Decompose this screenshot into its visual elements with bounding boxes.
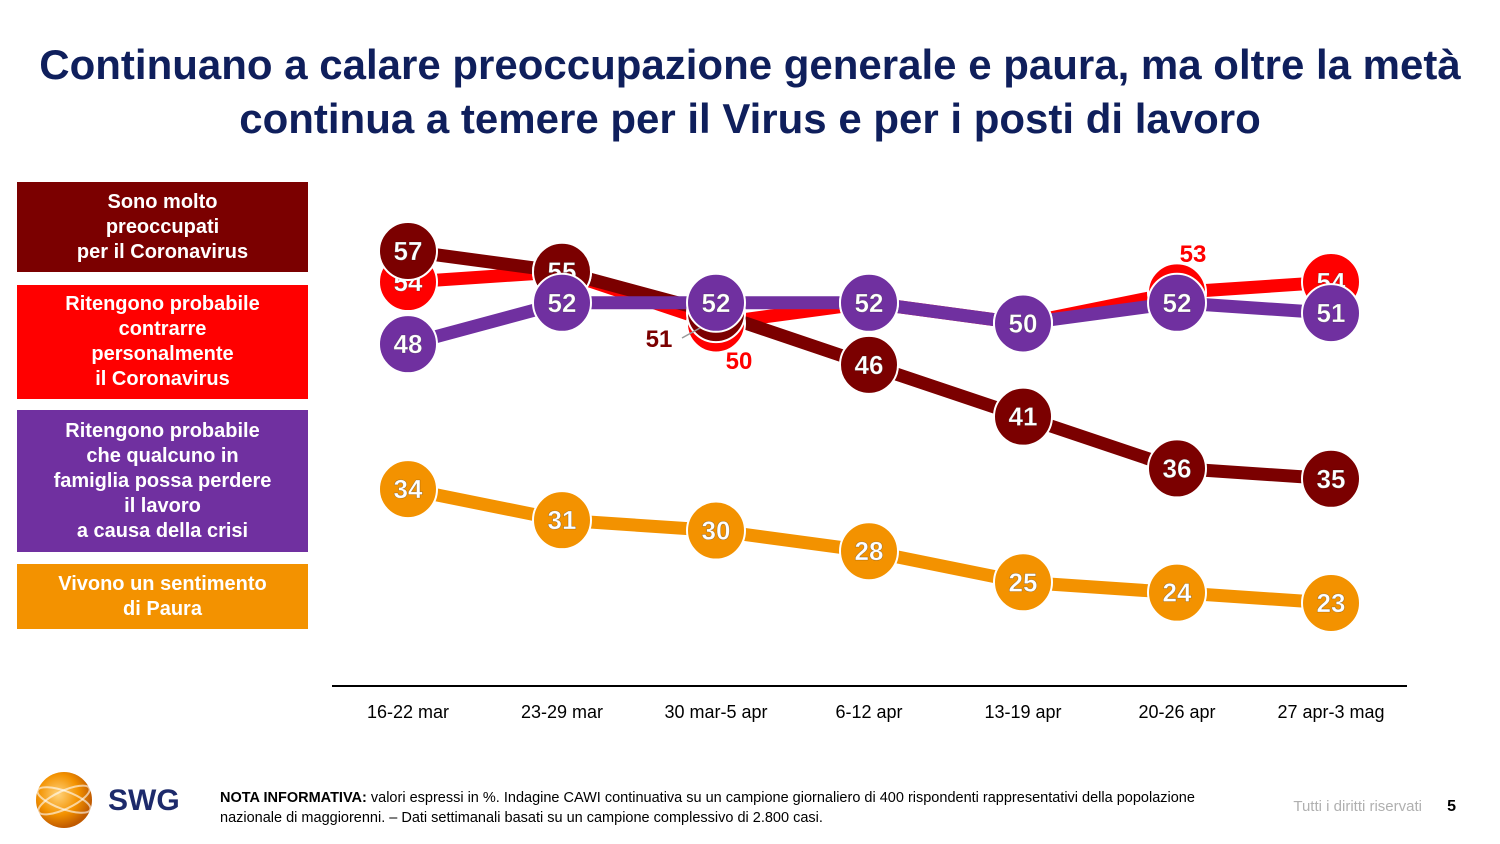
footnote: NOTA INFORMATIVA: valori espressi in %. … <box>220 788 1230 828</box>
data-label: 34 <box>394 474 423 504</box>
legend-job-loss: Ritengono probabile che qualcuno in fami… <box>17 410 308 552</box>
x-tick-label: 20-26 apr <box>1138 702 1215 722</box>
page-title: Continuano a calare preoccupazione gener… <box>39 41 1461 142</box>
svg-text:SWG: SWG <box>108 784 180 817</box>
data-point <box>839 334 899 395</box>
data-label: 52 <box>1163 288 1192 318</box>
x-tick-label: 30 mar-5 apr <box>664 702 767 722</box>
data-point <box>378 221 438 281</box>
data-point <box>839 272 899 333</box>
data-label-external: 51 <box>646 326 673 353</box>
footnote-label: NOTA INFORMATIVA: <box>220 790 367 806</box>
x-tick-label: 16-22 mar <box>367 702 449 722</box>
data-label: 28 <box>855 536 884 566</box>
data-point <box>1301 573 1361 633</box>
data-point <box>686 500 746 561</box>
legend-fear: Vivono un sentimento di Paura <box>17 564 308 629</box>
legend-likely-infected: Ritengono probabile contrarre personalme… <box>17 285 308 399</box>
data-point <box>532 490 592 551</box>
data-label-external: 53 <box>1180 241 1207 268</box>
x-tick-label: 23-29 mar <box>521 702 603 722</box>
x-tick-label: 13-19 apr <box>984 702 1061 722</box>
data-point <box>1147 272 1207 333</box>
data-label: 30 <box>702 516 731 546</box>
data-point <box>686 272 746 333</box>
footnote-text: valori espressi in %. Indagine CAWI cont… <box>220 790 1195 826</box>
data-label: 35 <box>1317 464 1346 494</box>
data-label: 52 <box>548 288 577 318</box>
data-point <box>1147 562 1207 623</box>
rights-reserved: Tutti i diritti riservati <box>1293 798 1422 815</box>
data-point <box>532 272 592 333</box>
data-label: 51 <box>1317 298 1346 328</box>
data-label: 24 <box>1163 578 1192 608</box>
data-point <box>1147 438 1207 499</box>
data-point <box>378 459 438 520</box>
x-tick-label: 6-12 apr <box>835 702 902 722</box>
page-number: 5 <box>1447 798 1456 815</box>
data-point <box>839 521 899 582</box>
data-label: 52 <box>702 288 731 318</box>
x-tick-label: 27 apr-3 mag <box>1277 702 1384 722</box>
data-label: 46 <box>855 350 884 380</box>
data-label: 48 <box>394 329 423 359</box>
data-point <box>993 293 1053 354</box>
line-chart: 16-22 mar 23-29 mar 30 mar-5 apr 6-12 apr 13… <box>332 221 1407 722</box>
swg-logo: SWG <box>30 768 190 832</box>
legend-very-worried: Sono molto preoccupati per il Coronaviru… <box>17 182 308 272</box>
leader-line <box>681 327 701 339</box>
data-point <box>378 314 438 375</box>
data-label: 25 <box>1009 567 1038 597</box>
data-label: 23 <box>1317 588 1346 618</box>
data-label-external: 50 <box>726 348 753 375</box>
data-label: 50 <box>1009 308 1038 338</box>
data-label: 31 <box>548 505 577 535</box>
data-label: 41 <box>1009 402 1038 432</box>
data-label: 52 <box>855 288 884 318</box>
data-point <box>1301 283 1361 344</box>
data-label: 57 <box>394 236 423 266</box>
data-point <box>1301 448 1361 509</box>
data-label: 36 <box>1163 453 1192 483</box>
data-point <box>993 552 1053 613</box>
data-point <box>993 386 1053 447</box>
